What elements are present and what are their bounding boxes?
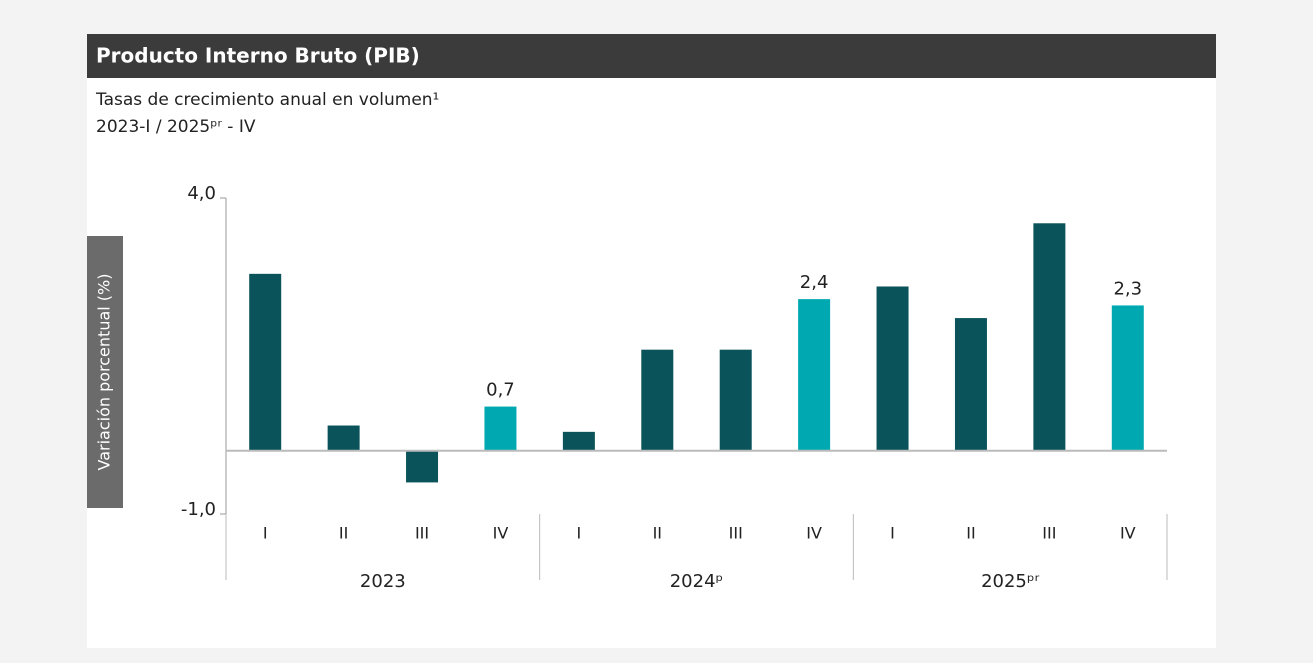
x-tick-label: I [263,524,268,543]
bar [406,450,439,483]
y-label-box [87,236,123,508]
group-label: 2025ᵖʳ [981,571,1040,592]
bar [249,273,282,451]
x-tick-label: IV [1120,524,1136,543]
subtitle: Tasas de crecimiento anual en volumen¹ [95,90,439,110]
x-tick-label: II [339,524,348,543]
x-tick-label: IV [493,524,509,543]
bar [954,318,987,451]
x-tick-label: II [966,524,975,543]
y-axis-label: Variación porcentual (%) [95,274,114,471]
bar [327,425,360,451]
y-tick-label: 4,0 [187,183,216,204]
bar [1111,305,1144,451]
bar [641,349,674,451]
group-label: 2023 [360,571,406,592]
bar [719,349,752,451]
x-tick-label: III [1042,524,1056,543]
group-label: 2024ᵖ [670,571,724,592]
bar [562,431,595,451]
x-tick-label: I [890,524,895,543]
title-bar [87,34,1216,78]
x-tick-label: III [415,524,429,543]
value-label: 2,3 [1113,278,1142,299]
bar [484,406,517,451]
x-tick-label: II [653,524,662,543]
period: 2023-I / 2025ᵖʳ - IV [96,117,256,137]
x-tick-label: I [577,524,582,543]
bar [1033,223,1066,451]
x-tick-label: IV [806,524,822,543]
x-tick-label: III [729,524,743,543]
y-tick-label: -1,0 [181,499,216,520]
chart-title: Producto Interno Bruto (PIB) [96,44,420,68]
value-label: 2,4 [800,272,829,293]
value-label: 0,7 [486,380,515,401]
bar [876,286,909,451]
bar [798,299,831,451]
